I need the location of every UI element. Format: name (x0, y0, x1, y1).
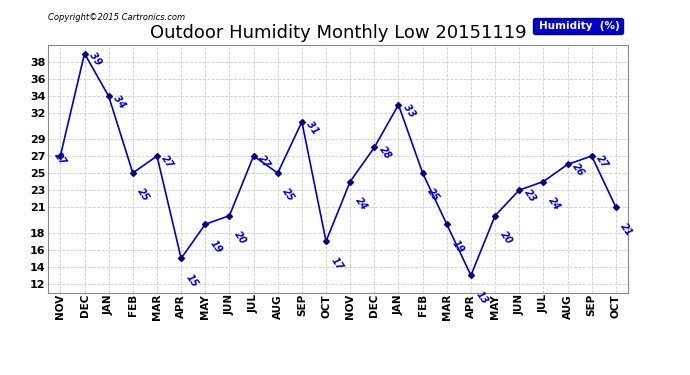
Text: 27: 27 (52, 150, 68, 167)
Text: 39: 39 (88, 51, 103, 68)
Text: 24: 24 (353, 195, 369, 212)
Text: 19: 19 (208, 238, 224, 255)
Text: 25: 25 (281, 187, 297, 204)
Text: 27: 27 (257, 153, 273, 170)
Text: 27: 27 (595, 153, 611, 170)
Text: 19: 19 (450, 238, 466, 255)
Text: 15: 15 (184, 272, 200, 289)
Text: 33: 33 (402, 102, 417, 119)
Text: 31: 31 (305, 119, 321, 136)
Text: 34: 34 (112, 93, 128, 110)
Text: 24: 24 (546, 195, 562, 212)
Text: Copyright©2015 Cartronics.com: Copyright©2015 Cartronics.com (48, 13, 186, 22)
Text: 13: 13 (474, 290, 490, 306)
Text: 26: 26 (571, 162, 586, 178)
Text: 20: 20 (233, 230, 248, 246)
Text: 28: 28 (377, 145, 393, 161)
Legend: Humidity  (%): Humidity (%) (533, 18, 622, 34)
Text: 27: 27 (160, 153, 176, 170)
Text: 25: 25 (136, 187, 152, 204)
Text: 21: 21 (619, 221, 635, 238)
Text: 17: 17 (329, 255, 345, 272)
Title: Outdoor Humidity Monthly Low 20151119: Outdoor Humidity Monthly Low 20151119 (150, 24, 526, 42)
Text: 20: 20 (498, 230, 514, 246)
Text: 25: 25 (426, 187, 442, 204)
Text: 23: 23 (522, 187, 538, 204)
